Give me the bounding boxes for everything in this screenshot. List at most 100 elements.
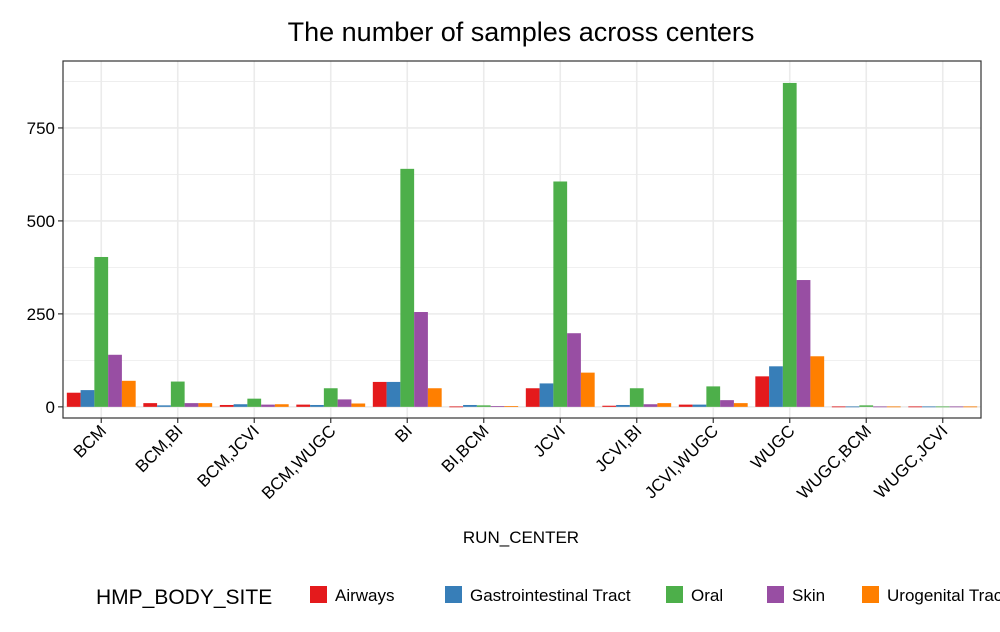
bar-skin-bcm-jcvi bbox=[261, 404, 275, 407]
bar-urogenital-tract-bcm bbox=[121, 380, 136, 407]
bar-gastrointestinal-tract-bcm-bi bbox=[157, 405, 171, 407]
bar-gastrointestinal-tract-jcvi bbox=[539, 383, 554, 407]
bar-skin-bi-bcm bbox=[490, 406, 505, 407]
x-axis-title: RUN_CENTER bbox=[463, 528, 579, 547]
bar-airways-jcvi bbox=[525, 388, 540, 407]
bar-oral-wugc-bcm bbox=[859, 405, 874, 407]
y-tick-label: 0 bbox=[46, 398, 55, 417]
bar-oral-bcm-jcvi bbox=[247, 398, 262, 407]
bar-gastrointestinal-tract-bcm bbox=[80, 390, 95, 407]
bar-urogenital-tract-wugc-bcm bbox=[886, 406, 901, 408]
bar-airways-bcm-bi bbox=[143, 403, 158, 407]
bar-airways-wugc-jcvi bbox=[908, 406, 923, 408]
bar-urogenital-tract-jcvi bbox=[580, 372, 595, 407]
x-tick-label: BCM bbox=[70, 421, 110, 461]
bar-gastrointestinal-tract-jcvi-bi bbox=[616, 404, 630, 407]
bar-urogenital-tract-jcvi-bi bbox=[657, 403, 672, 407]
bar-oral-bcm-bi bbox=[170, 381, 185, 407]
bar-urogenital-tract-bcm-wugc bbox=[351, 403, 366, 407]
bar-urogenital-tract-jcvi-wugc bbox=[733, 403, 748, 407]
bar-skin-bcm-bi bbox=[184, 403, 199, 407]
bar-urogenital-tract-bcm-jcvi bbox=[274, 404, 289, 407]
bar-skin-wugc-bcm bbox=[873, 406, 887, 408]
plot-border bbox=[62, 60, 982, 419]
legend-items: Airways Gastrointestinal Tract Oral Skin Uro… bbox=[310, 586, 1000, 605]
bar-urogenital-tract-wugc-jcvi bbox=[963, 406, 978, 408]
legend-title: HMP_BODY_SITE bbox=[96, 586, 272, 609]
plot-background bbox=[63, 61, 981, 418]
bar-oral-wugc-jcvi bbox=[935, 406, 950, 408]
x-tick-label: BCM,JCVI bbox=[194, 421, 264, 491]
bar-urogenital-tract-bcm-bi bbox=[198, 403, 213, 407]
bar-gastrointestinal-tract-wugc bbox=[769, 366, 783, 407]
bar-airways-wugc-bcm bbox=[831, 406, 846, 408]
x-tick-label: BCM,BI bbox=[132, 421, 187, 476]
x-tick-label: BI bbox=[391, 421, 416, 446]
bar-gastrointestinal-tract-wugc-jcvi bbox=[922, 406, 936, 408]
bar-skin-bcm-wugc bbox=[337, 399, 352, 407]
bar-urogenital-tract-bi bbox=[427, 388, 442, 407]
legend-key-urogenital-tract bbox=[862, 586, 879, 603]
bar-oral-bcm bbox=[94, 256, 109, 407]
bar-urogenital-tract-wugc bbox=[810, 356, 825, 407]
bar-airways-bi-bcm bbox=[449, 406, 464, 408]
bar-skin-bi bbox=[414, 312, 428, 407]
bar-gastrointestinal-tract-bi bbox=[386, 381, 401, 407]
y-axis: 0 250 500 750 bbox=[27, 119, 63, 417]
bar-gastrointestinal-tract-wugc-bcm bbox=[845, 406, 860, 408]
bar-skin-jcvi-bi bbox=[643, 404, 658, 407]
bar-oral-jcvi bbox=[553, 181, 568, 407]
bar-skin-wugc-jcvi bbox=[949, 406, 964, 408]
bar-gastrointestinal-tract-bcm-jcvi bbox=[233, 404, 248, 407]
bar-skin-wugc bbox=[796, 280, 811, 407]
bar-gastrointestinal-tract-bi-bcm bbox=[463, 404, 477, 407]
legend-key-gastrointestinal-tract bbox=[445, 586, 462, 603]
legend-label: Skin bbox=[792, 586, 825, 605]
bar-airways-wugc bbox=[755, 376, 770, 407]
legend-label: Airways bbox=[335, 586, 395, 605]
x-tick-label: WUGC bbox=[747, 421, 798, 472]
y-tick-label: 750 bbox=[27, 119, 55, 138]
bar-oral-bi bbox=[400, 168, 415, 407]
x-tick-label: BCM,WUGC bbox=[258, 421, 340, 503]
bar-airways-bcm-jcvi bbox=[219, 404, 234, 407]
bar-oral-jcvi-bi bbox=[629, 388, 644, 407]
x-tick-label: WUGC,BCM bbox=[794, 421, 876, 503]
bar-skin-jcvi bbox=[567, 333, 581, 407]
bar-airways-bcm bbox=[66, 392, 81, 407]
plot-panel bbox=[62, 60, 982, 419]
y-tick-label: 500 bbox=[27, 212, 55, 231]
bar-gastrointestinal-tract-bcm-wugc bbox=[310, 404, 324, 407]
legend-key-oral bbox=[666, 586, 683, 603]
chart-title: The number of samples across centers bbox=[288, 17, 755, 47]
bar-skin-jcvi-wugc bbox=[720, 400, 734, 407]
minor-gridlines bbox=[63, 81, 981, 361]
x-tick-label: JCVI bbox=[530, 421, 569, 460]
bar-oral-bcm-wugc bbox=[323, 388, 338, 407]
legend-key-skin bbox=[767, 586, 784, 603]
bar-oral-wugc bbox=[782, 82, 797, 407]
x-tick-label: WUGC,JCVI bbox=[871, 421, 952, 502]
bar-skin-bcm bbox=[108, 354, 122, 407]
x-tick-label: BI,BCM bbox=[438, 421, 493, 476]
legend-label: Gastrointestinal Tract bbox=[470, 586, 631, 605]
bar-gastrointestinal-tract-jcvi-wugc bbox=[692, 404, 707, 407]
bars bbox=[66, 82, 978, 408]
bar-airways-jcvi-bi bbox=[602, 405, 617, 407]
legend: HMP_BODY_SITE Airways Gastrointestinal Tr… bbox=[96, 586, 1000, 609]
y-tick-label: 250 bbox=[27, 305, 55, 324]
legend-key-airways bbox=[310, 586, 327, 603]
bar-airways-bcm-wugc bbox=[296, 404, 311, 407]
bar-oral-jcvi-wugc bbox=[706, 386, 721, 407]
bar-airways-bi bbox=[372, 381, 387, 407]
bar-airways-jcvi-wugc bbox=[678, 404, 693, 407]
legend-label: Oral bbox=[691, 586, 723, 605]
x-tick-label: JCVI,BI bbox=[591, 421, 645, 475]
x-tick-label: JCVI,WUGC bbox=[641, 421, 722, 502]
bar-oral-bi-bcm bbox=[476, 405, 491, 407]
bar-urogenital-tract-bi-bcm bbox=[504, 406, 519, 407]
legend-label: Urogenital Tract bbox=[887, 586, 1000, 605]
